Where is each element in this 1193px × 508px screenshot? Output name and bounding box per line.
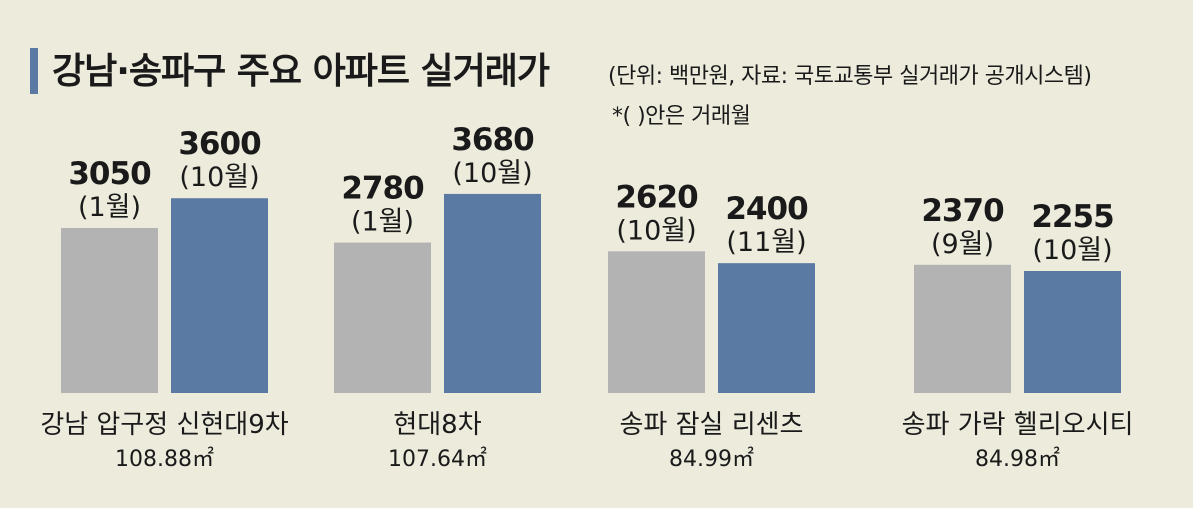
bar-month-label: (10월) bbox=[179, 162, 259, 193]
bar bbox=[444, 193, 541, 393]
bar-month-label: (10월) bbox=[1032, 235, 1112, 266]
bar-month-label: (1월) bbox=[351, 207, 414, 238]
area-label: 84.99㎡ bbox=[669, 446, 754, 472]
area-label: 107.64㎡ bbox=[388, 446, 487, 472]
area-label: 84.98㎡ bbox=[975, 446, 1060, 472]
category-label: 송파 가락 헬리오시티 bbox=[902, 410, 1134, 440]
bar-month-label: (10월) bbox=[452, 158, 532, 189]
bar-month-label: (9월) bbox=[931, 229, 994, 260]
bar bbox=[61, 227, 158, 393]
bar-value-label: 2780 bbox=[341, 171, 424, 207]
bar bbox=[1024, 271, 1121, 393]
bar-value-label: 3600 bbox=[178, 126, 261, 162]
bar-month-label: (10월) bbox=[616, 215, 696, 246]
title-accent-bar bbox=[30, 48, 38, 94]
bar bbox=[608, 251, 705, 393]
chart-title: 강남·송파구 주요 아파트 실거래가 bbox=[52, 51, 550, 92]
bar bbox=[718, 263, 815, 393]
bar-value-label: 2255 bbox=[1031, 199, 1113, 235]
bar-value-label: 2620 bbox=[615, 179, 698, 215]
bar bbox=[334, 242, 431, 393]
bar-month-label: (11월) bbox=[726, 227, 806, 258]
bar-value-label: 3050 bbox=[68, 156, 151, 192]
bar-value-label: 2370 bbox=[921, 193, 1004, 229]
unit-source-text: (단위: 백만원, 자료: 국토교통부 실거래가 공개시스템) bbox=[608, 64, 1092, 89]
bar-value-label: 3680 bbox=[451, 122, 534, 158]
month-note: *( )안은 거래월 bbox=[612, 104, 751, 129]
area-label: 108.88㎡ bbox=[115, 446, 214, 472]
bar-value-label: 2400 bbox=[725, 191, 808, 227]
bar-month-label: (1월) bbox=[78, 192, 141, 223]
bar bbox=[914, 264, 1011, 393]
bar bbox=[171, 198, 268, 393]
category-label: 송파 잠실 리센츠 bbox=[620, 410, 804, 440]
category-label: 현대8차 bbox=[393, 410, 481, 440]
category-label: 강남 압구정 신현대9차 bbox=[40, 410, 288, 440]
